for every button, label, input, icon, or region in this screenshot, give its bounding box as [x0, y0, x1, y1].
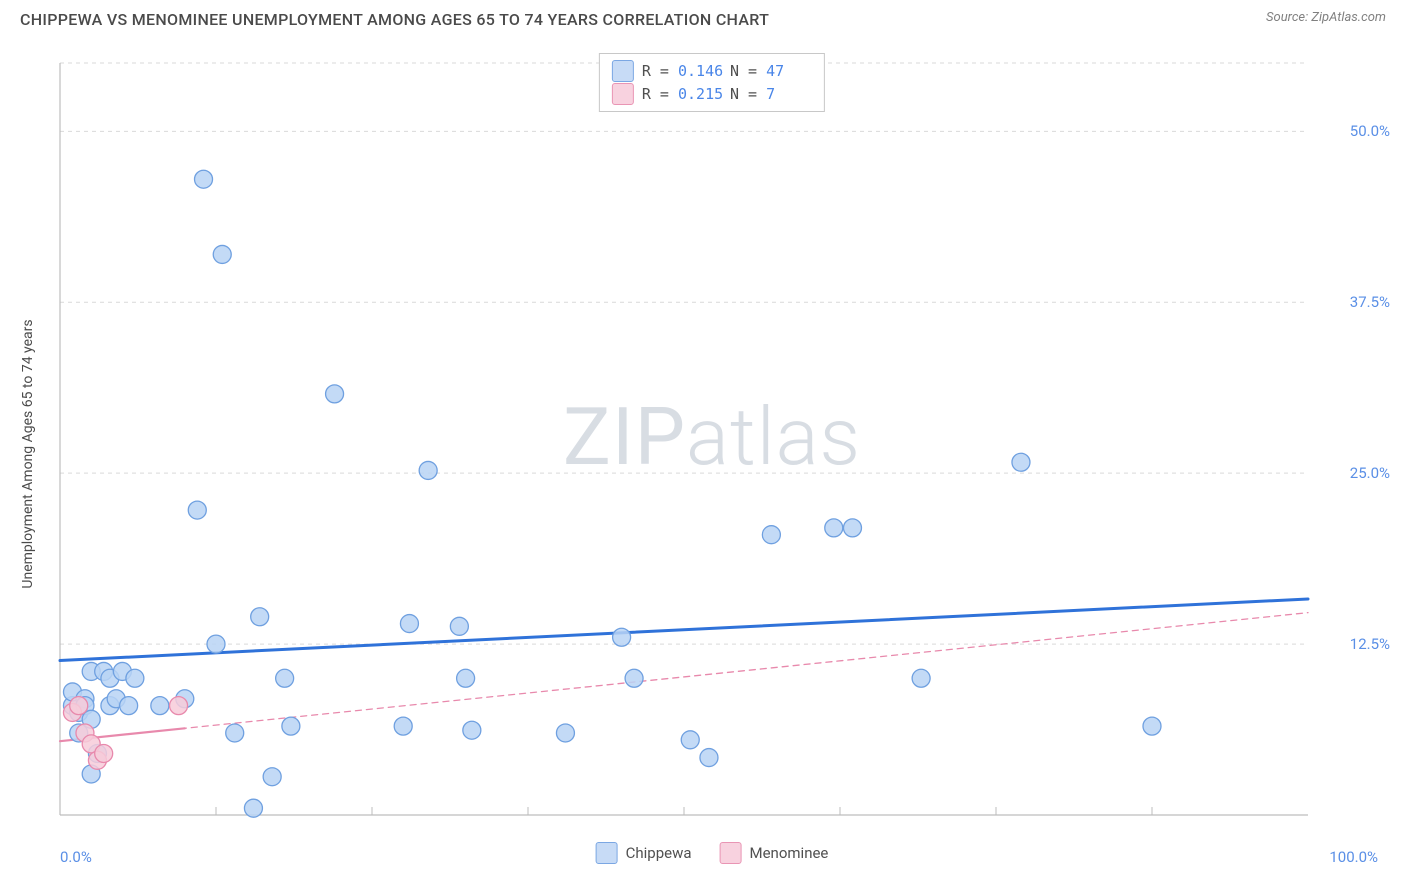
swatch-chippewa — [612, 60, 634, 82]
y-tick-label: 12.5% — [1350, 635, 1390, 653]
legend-item-menominee: Menominee — [720, 842, 829, 864]
chart-title: CHIPPEWA VS MENOMINEE UNEMPLOYMENT AMONG… — [20, 10, 769, 29]
swatch-chippewa — [596, 842, 618, 864]
chart-source: Source: ZipAtlas.com — [1266, 10, 1386, 25]
y-tick-label: 50.0% — [1350, 122, 1390, 140]
swatch-menominee — [612, 83, 634, 105]
series-legend: Chippewa Menominee — [596, 842, 829, 864]
correlation-legend: R = 0.146N = 47 R = 0.215N = 7 — [599, 53, 825, 112]
y-tick-label: 25.0% — [1350, 464, 1390, 482]
y-tick-label: 37.5% — [1350, 293, 1390, 311]
legend-row-menominee: R = 0.215N = 7 — [612, 83, 812, 106]
legend-row-chippewa: R = 0.146N = 47 — [612, 60, 812, 83]
legend-label: Menominee — [750, 844, 829, 862]
y-axis-label: Unemployment Among Ages 65 to 74 years — [20, 319, 36, 588]
swatch-menominee — [720, 842, 742, 864]
x-min-label: 0.0% — [60, 848, 92, 866]
x-max-label: 100.0% — [1329, 848, 1378, 866]
legend-item-chippewa: Chippewa — [596, 842, 692, 864]
scatter-chart — [38, 45, 1368, 840]
legend-label: Chippewa — [626, 844, 692, 862]
